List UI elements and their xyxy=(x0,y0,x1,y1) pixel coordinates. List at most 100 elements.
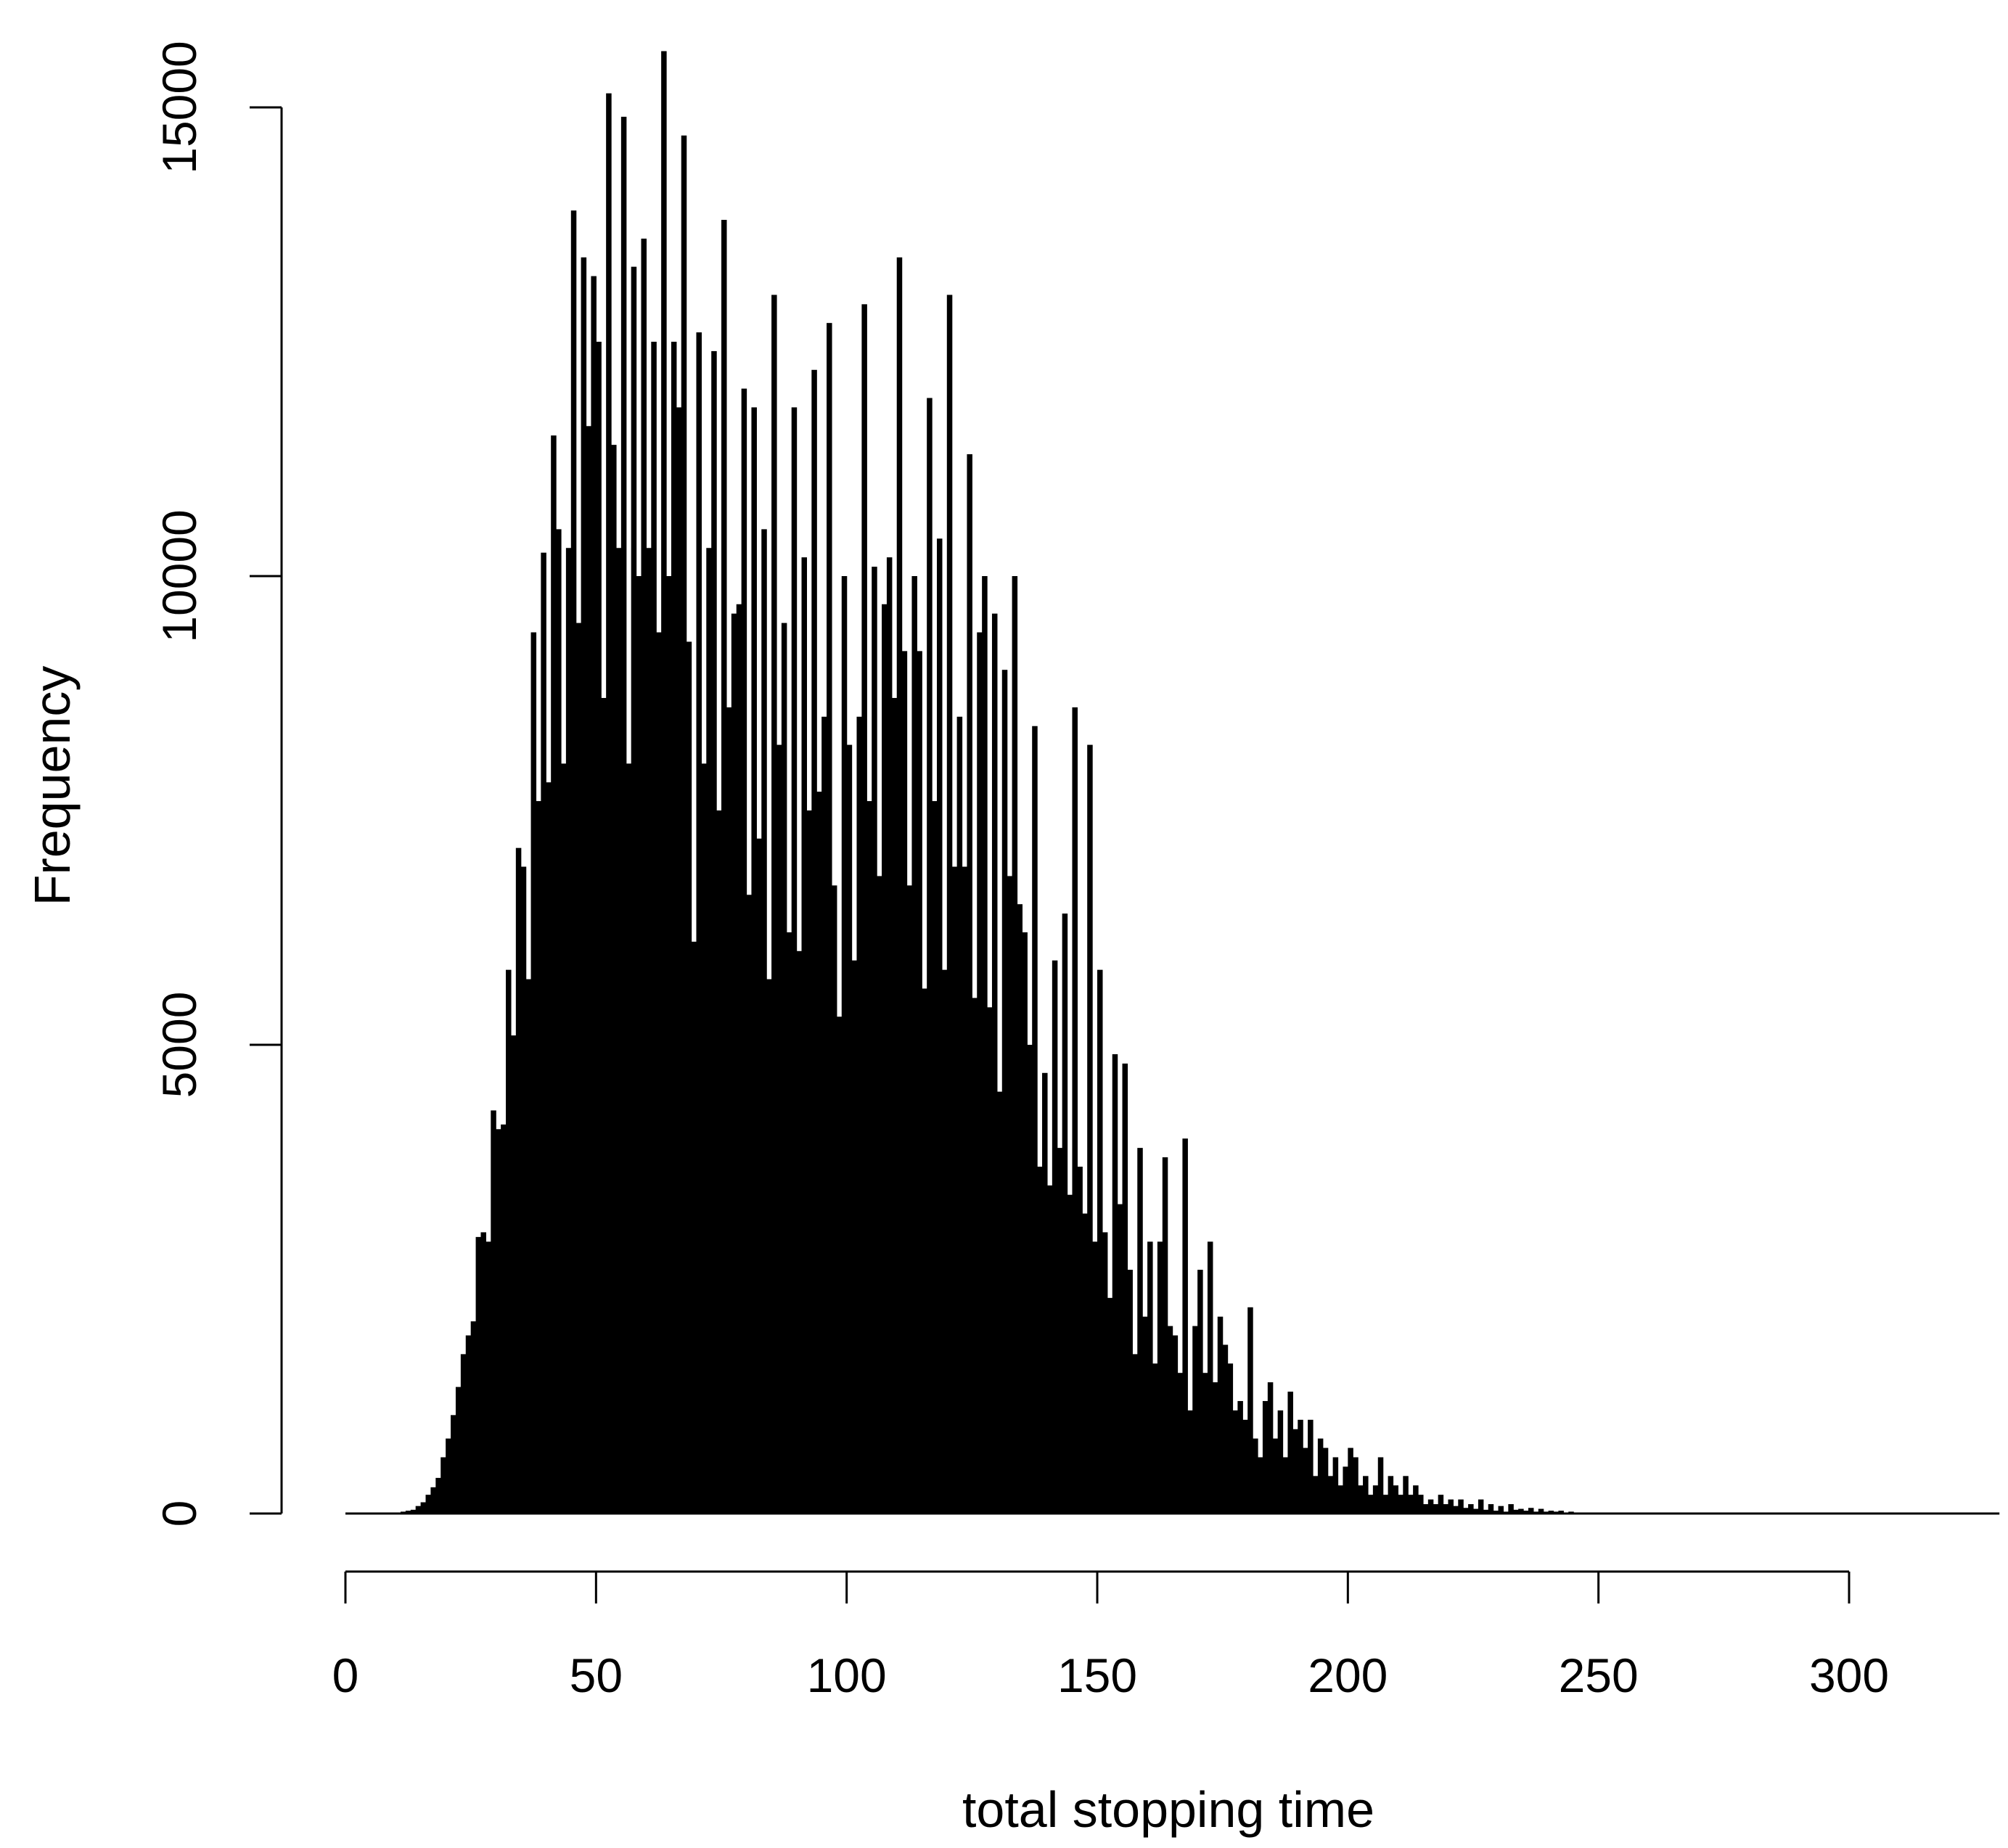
x-tick-label: 150 xyxy=(1057,1648,1137,1702)
histogram-bar xyxy=(1007,876,1013,1514)
histogram-bar xyxy=(1483,1509,1489,1514)
histogram-bar xyxy=(1217,1316,1224,1514)
histogram-bar xyxy=(1001,670,1008,1514)
histogram-bar xyxy=(1222,1344,1229,1514)
histogram-bar xyxy=(1348,1447,1353,1514)
histogram-bar xyxy=(1308,1419,1314,1514)
histogram-bar xyxy=(671,342,677,1514)
histogram-bar xyxy=(1142,1316,1148,1514)
x-tick-label: 50 xyxy=(570,1648,623,1702)
histogram-bar xyxy=(1102,1232,1108,1514)
histogram-bar xyxy=(506,969,512,1514)
histogram-bar xyxy=(1513,1509,1519,1514)
histogram-bar xyxy=(922,988,927,1514)
histogram-bar xyxy=(1267,1382,1274,1514)
histogram-bar xyxy=(1353,1457,1359,1514)
histogram-bar xyxy=(836,1017,843,1514)
histogram-bar xyxy=(1528,1508,1534,1514)
histogram-bar xyxy=(656,632,662,1514)
histogram-bar xyxy=(977,632,983,1514)
histogram-bar xyxy=(831,885,837,1514)
histogram-bar xyxy=(901,651,908,1514)
histogram-bar xyxy=(721,220,727,1514)
histogram-bar xyxy=(1408,1495,1414,1514)
histogram-bar xyxy=(1498,1506,1504,1514)
histogram-bar xyxy=(1327,1476,1334,1514)
histogram-bar xyxy=(485,1241,491,1514)
histogram-bar xyxy=(1022,932,1028,1514)
histogram-bar xyxy=(706,548,712,1514)
y-tick-label: 5000 xyxy=(152,992,206,1098)
histogram-bar xyxy=(491,1110,496,1514)
histogram-bar xyxy=(480,1232,486,1514)
histogram-bar xyxy=(586,426,592,1514)
histogram-bar xyxy=(1107,1297,1113,1514)
histogram-bar xyxy=(786,932,792,1514)
histogram-bar xyxy=(1377,1457,1384,1514)
histogram-bar xyxy=(801,557,808,1514)
histogram-bar xyxy=(1212,1382,1218,1514)
histogram-bar xyxy=(560,763,567,1514)
histogram-bar xyxy=(811,369,817,1514)
histogram-bar xyxy=(636,576,642,1514)
histogram-bar xyxy=(756,838,762,1514)
histogram-bar xyxy=(1358,1485,1364,1514)
histogram-bar xyxy=(701,763,707,1514)
histogram-bar xyxy=(1152,1363,1158,1514)
histogram-bar xyxy=(1458,1499,1464,1514)
histogram-bar xyxy=(620,116,627,1514)
histogram-bar xyxy=(1488,1504,1494,1514)
histogram-bar xyxy=(1343,1466,1348,1514)
histogram-bar xyxy=(1463,1508,1469,1514)
histogram-bar xyxy=(1473,1508,1479,1514)
y-axis: 0 5000 10000 15000 xyxy=(152,41,283,1527)
histogram-bar xyxy=(1177,1373,1184,1514)
histogram-bar xyxy=(530,632,537,1514)
histogram-bar xyxy=(1322,1447,1329,1514)
histogram-bar xyxy=(882,604,888,1514)
histogram-bar xyxy=(1237,1400,1243,1514)
histogram-bar xyxy=(1037,1166,1043,1514)
histogram-bar xyxy=(420,1502,427,1514)
histogram-bar xyxy=(556,529,562,1514)
histogram-bar xyxy=(1067,1194,1073,1514)
histogram-bar xyxy=(1167,1326,1173,1514)
histogram-bar xyxy=(1202,1373,1208,1514)
histogram-bar xyxy=(741,388,747,1514)
histogram-bar xyxy=(982,576,988,1514)
histogram-bar xyxy=(906,885,913,1514)
histogram-bar xyxy=(941,969,948,1514)
histogram-bar xyxy=(510,1035,517,1514)
histogram-bar xyxy=(646,548,652,1514)
histogram-bar xyxy=(1242,1419,1248,1514)
histogram-bar xyxy=(696,332,702,1514)
histogram-bar xyxy=(1468,1504,1474,1514)
histogram-bar xyxy=(891,697,898,1514)
histogram-bar xyxy=(896,257,903,1514)
histogram-bars xyxy=(396,51,1574,1514)
histogram-bar xyxy=(1292,1429,1298,1514)
histogram-bar xyxy=(601,697,607,1514)
histogram-bar xyxy=(1077,1166,1083,1514)
y-tick-label: 10000 xyxy=(152,509,206,643)
histogram-bar xyxy=(615,548,622,1514)
histogram-bar xyxy=(846,744,853,1514)
histogram-bar xyxy=(1448,1499,1454,1514)
histogram-bar xyxy=(1382,1495,1389,1514)
histogram-bar xyxy=(1057,1148,1063,1514)
histogram-bar xyxy=(1433,1504,1439,1514)
histogram-bar xyxy=(676,407,682,1514)
histogram-bar xyxy=(470,1321,477,1514)
histogram-bar xyxy=(1282,1457,1289,1514)
histogram-bar xyxy=(872,567,877,1514)
histogram-bar xyxy=(1032,726,1038,1514)
histogram-bar xyxy=(626,763,632,1514)
histogram-bar xyxy=(911,576,917,1514)
histogram-bar xyxy=(1072,707,1078,1514)
histogram-bar xyxy=(946,295,953,1514)
histogram-bar xyxy=(1272,1438,1279,1514)
histogram-bar xyxy=(581,257,587,1514)
histogram-bar xyxy=(465,1335,472,1514)
histogram-bar xyxy=(886,557,893,1514)
